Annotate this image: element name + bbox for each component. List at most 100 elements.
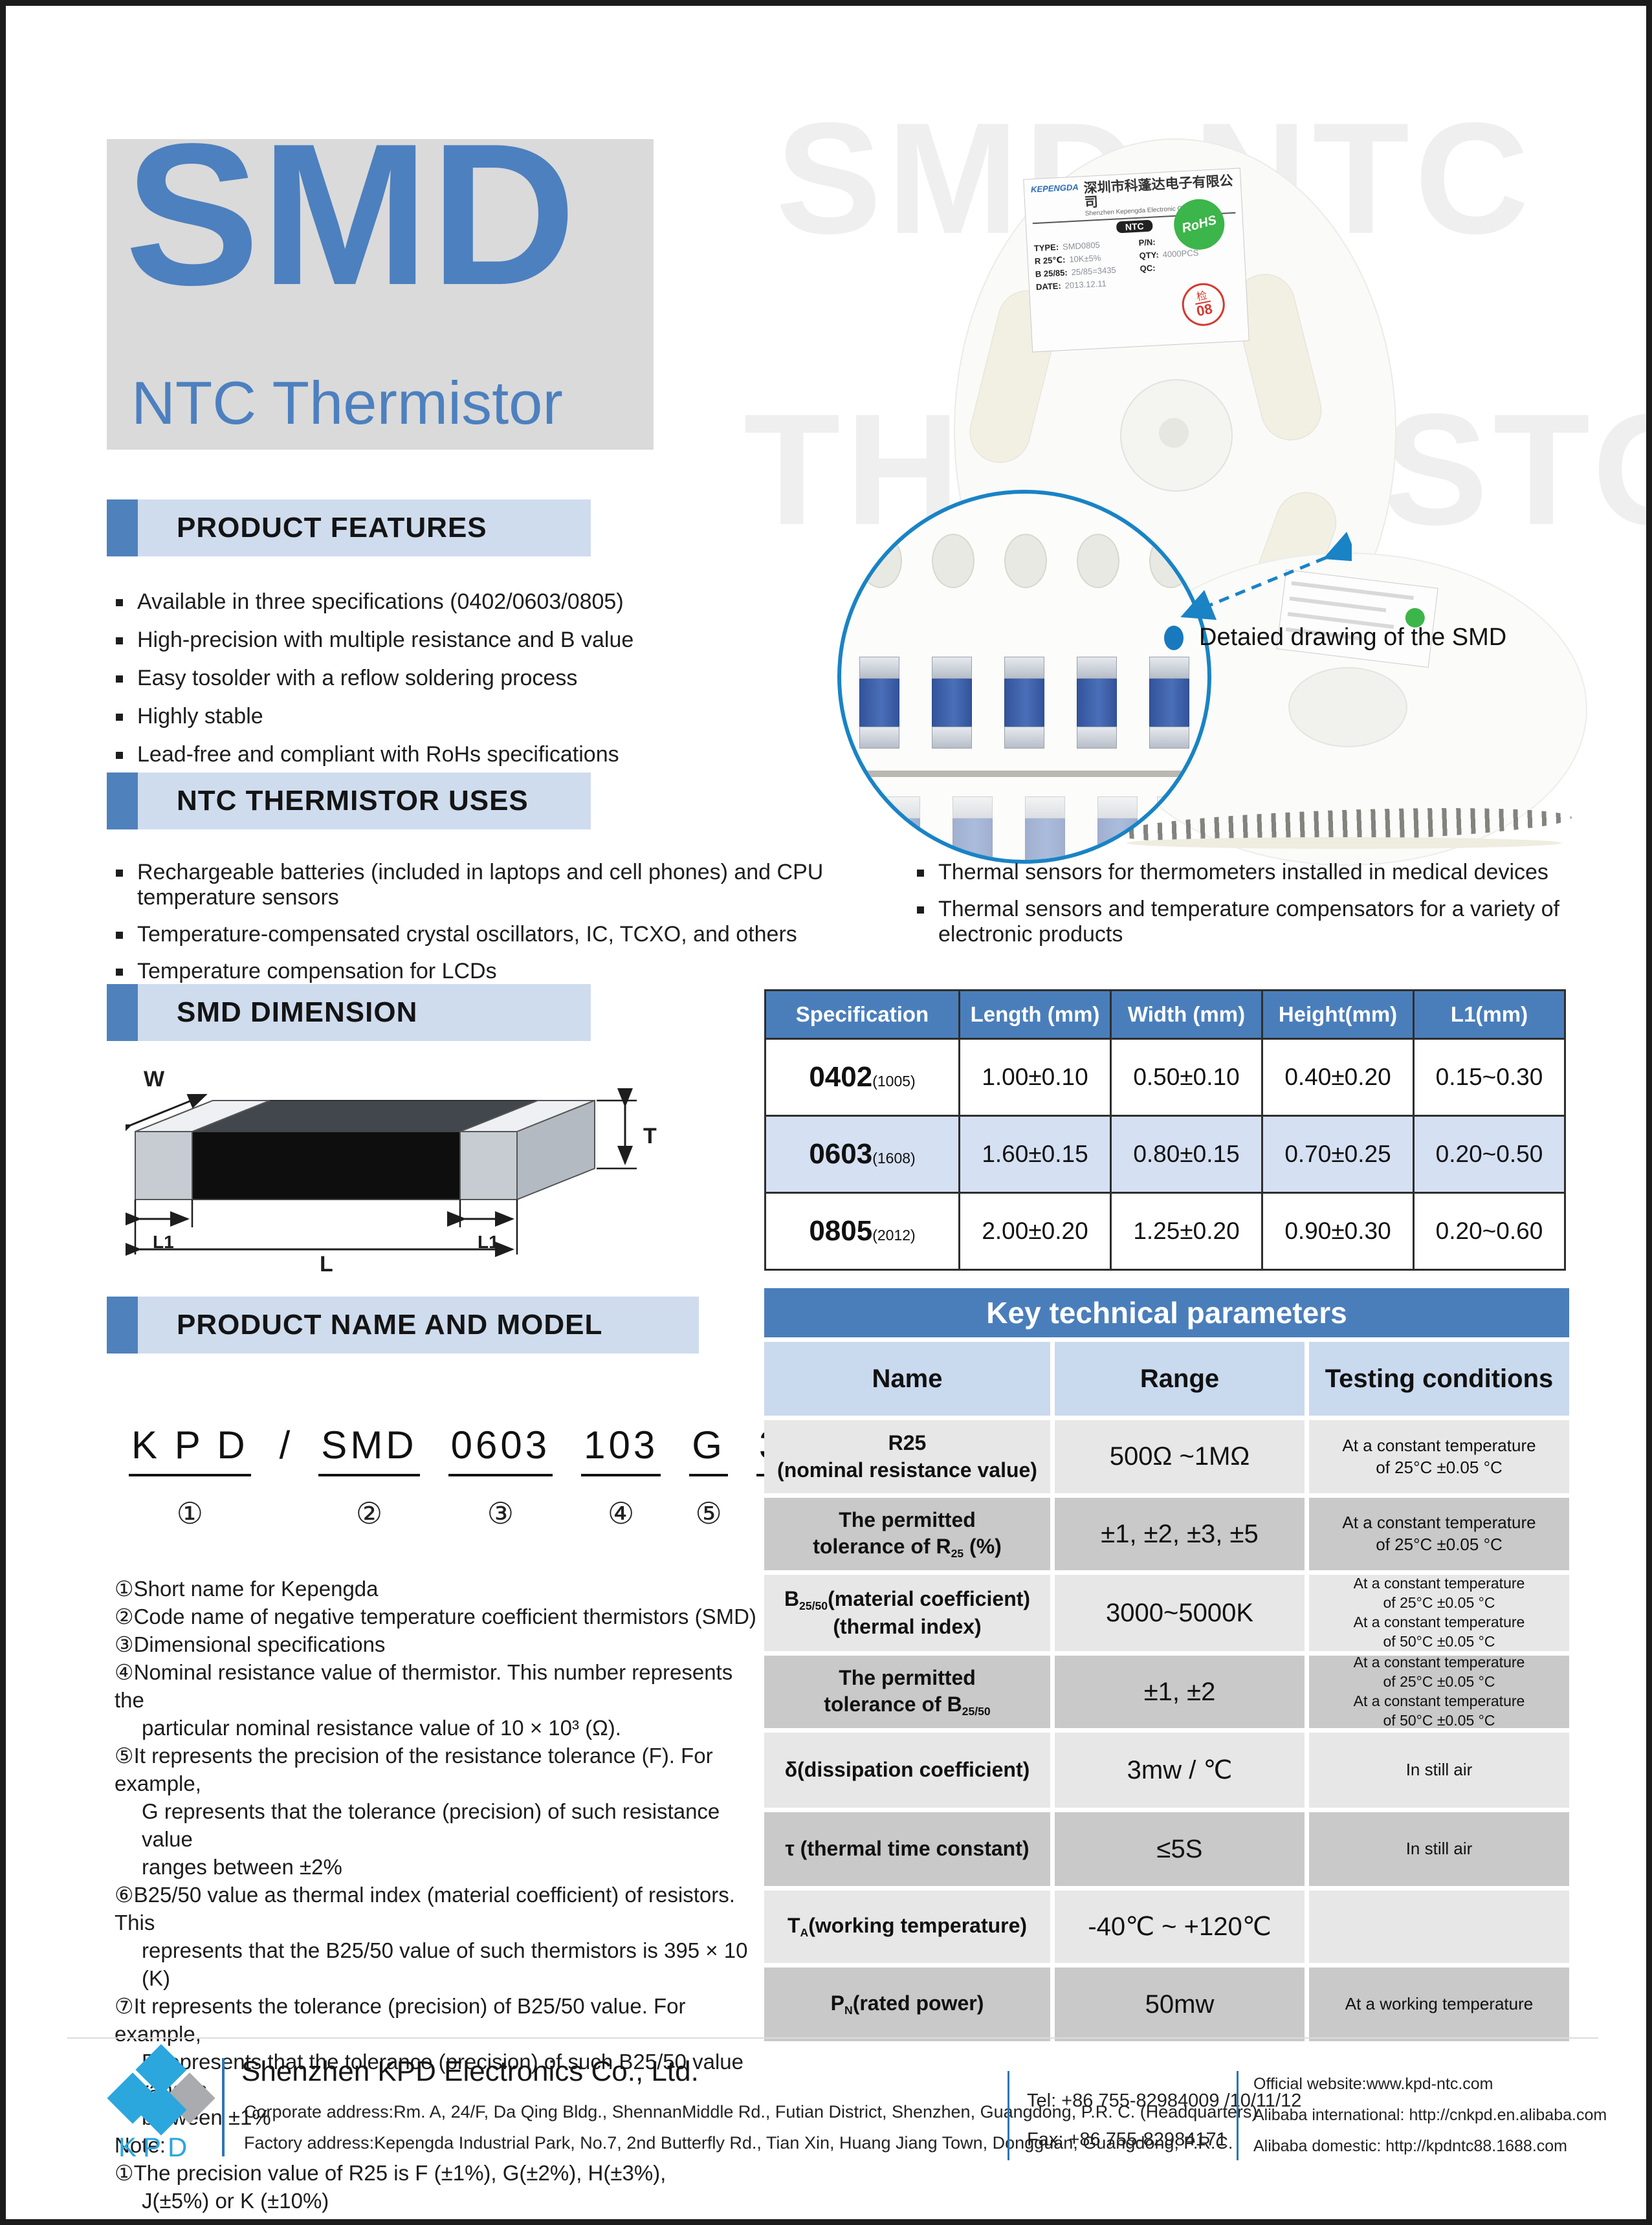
list-item: Lead-free and compliant with RoHs specif…	[116, 742, 957, 767]
sprocket-hole	[932, 534, 975, 588]
param-name: The permitted tolerance of B25/50	[764, 1656, 1050, 1728]
list-item: Thermal sensors for thermometers install…	[917, 860, 1583, 885]
param-name-line: tolerance of R25 (%)	[813, 1533, 1002, 1561]
table-row: 0805(2012) 2.00±0.20 1.25±0.20 0.90±0.30…	[764, 1192, 1566, 1271]
name-pre: tolerance of R	[813, 1535, 951, 1559]
cell-width: 0.50±0.10	[1110, 1038, 1263, 1117]
param-range: 50mw	[1055, 1967, 1305, 2041]
feature-text: Easy tosolder with a reflow soldering pr…	[137, 666, 578, 690]
param-name: TA(working temperature)	[764, 1891, 1050, 1963]
cell-l1: 0.20~0.50	[1413, 1115, 1566, 1194]
dim-label-w: W	[144, 1067, 165, 1091]
label-key: DATE:	[1035, 281, 1062, 292]
param-name-line: TA(working temperature)	[787, 1913, 1027, 1940]
footer-alibaba-intl: Alibaba international: http://cnkpd.en.a…	[1253, 2106, 1607, 2124]
cell-width: 1.25±0.20	[1110, 1192, 1263, 1271]
cell-width: 0.80±0.15	[1110, 1115, 1263, 1194]
spec-metric: (1005)	[872, 1073, 916, 1090]
cell-height: 0.90±0.30	[1261, 1192, 1415, 1271]
name-post: (working temperature)	[808, 1914, 1028, 1938]
param-conditions: In still air	[1309, 1812, 1569, 1886]
bullet-icon	[116, 637, 123, 644]
smd-chip-reflection	[880, 796, 920, 860]
note-line: ⑤It represents the precision of the resi…	[115, 1744, 713, 1795]
model-segment-number: ①	[176, 1496, 203, 1530]
col-header: Specification	[764, 989, 960, 1040]
label-value: 2013.12.11	[1064, 278, 1107, 290]
logo-text: KPD	[118, 2132, 194, 2162]
model-segment-text: 0603	[448, 1423, 553, 1476]
model-segment-text: 103	[581, 1423, 661, 1476]
qc-stamp: 检 08	[1178, 279, 1229, 330]
table-row: 0402(1005) 1.00±0.10 0.50±0.10 0.40±0.20…	[764, 1038, 1566, 1117]
name-sub: N	[844, 2004, 853, 2017]
note-line: ③Dimensional specifications	[115, 1632, 386, 1656]
use-text: Rechargeable batteries (included in lapt…	[137, 860, 824, 910]
page-title: SMD	[125, 102, 578, 327]
bullet-icon	[116, 932, 123, 939]
name-post: (rated power)	[852, 1991, 984, 2015]
reel-hub-front	[1288, 667, 1407, 747]
cell-length: 1.00±0.10	[958, 1038, 1112, 1117]
param-range: 3mw / ℃	[1055, 1733, 1305, 1808]
feature-text: Lead-free and compliant with RoHs specif…	[137, 742, 619, 767]
uses-list-left: Rechargeable batteries (included in lapt…	[116, 860, 902, 996]
reel-hub	[1120, 379, 1233, 492]
smd-chip	[1149, 657, 1189, 749]
section-header-features: PRODUCT FEATURES	[107, 499, 591, 556]
cond-line: At a constant temperature	[1353, 1654, 1525, 1671]
param-conditions: At a constant temperature of 25°C ±0.05 …	[1309, 1654, 1569, 1729]
feature-text: Available in three specifications (0402/…	[137, 589, 624, 614]
bullet-icon	[116, 599, 123, 606]
cond-line: At a constant temperature	[1353, 1693, 1525, 1709]
section-header-uses: NTC THERMISTOR USES	[107, 773, 591, 829]
label-key: QC:	[1140, 263, 1156, 274]
list-item: High-precision with multiple resistance …	[116, 628, 957, 653]
tape-edge	[1127, 837, 1561, 849]
bullet-icon	[116, 675, 123, 683]
param-name-line: (nominal resistance value)	[777, 1458, 1037, 1482]
col-header-range: Range	[1055, 1342, 1305, 1416]
footer-website: Official website:www.kpd-ntc.com	[1253, 2075, 1493, 2093]
param-conditions: In still air	[1309, 1733, 1569, 1808]
footer-fax: Fax: +86 755-82984171	[1027, 2129, 1227, 2150]
spec-code: 0402	[809, 1061, 873, 1093]
bullet-icon	[116, 870, 123, 877]
param-range: 3000~5000K	[1055, 1575, 1305, 1651]
header-accent-square	[107, 499, 138, 556]
note-line: particular nominal resistance value of 1…	[142, 1716, 621, 1740]
list-item: Highly stable	[116, 704, 957, 729]
list-item: Temperature-compensated crystal oscillat…	[116, 922, 902, 947]
param-range: ±1, ±2	[1055, 1656, 1305, 1728]
model-slash: /	[279, 1423, 291, 1467]
bullet-icon	[917, 870, 924, 877]
param-name: PN(rated power)	[764, 1967, 1050, 2041]
model-segment-number: ④	[608, 1496, 635, 1530]
cell-l1: 0.15~0.30	[1413, 1038, 1566, 1117]
section-header-naming: PRODUCT NAME AND MODEL	[107, 1297, 699, 1354]
param-name-line: The permitted	[839, 1665, 976, 1689]
cond-line: At a constant temperature	[1342, 1435, 1536, 1455]
note-line: ①The precision value of R25 is F (±1%), …	[115, 2161, 666, 2185]
cell-height: 0.40±0.20	[1261, 1038, 1415, 1117]
page-subtitle: NTC Thermistor	[131, 369, 563, 437]
feature-text: Highly stable	[137, 704, 263, 729]
param-name: B25/50(material coefficient) (thermal in…	[764, 1575, 1050, 1651]
model-segment: 103 ④	[581, 1423, 661, 1531]
spec-code: 0603	[809, 1138, 873, 1170]
model-segment-number: ③	[487, 1496, 514, 1530]
bullet-icon	[116, 714, 123, 721]
key-params-title: Key technical parameters	[764, 1288, 1569, 1337]
footer-vline	[222, 2058, 225, 2156]
smd-chip-reflection	[953, 796, 993, 860]
param-conditions	[1309, 1891, 1569, 1963]
name-sub: 25/50	[799, 1599, 828, 1612]
note-line: ②Code name of negative temperature coeff…	[115, 1605, 756, 1628]
features-list: Available in three specifications (0402/…	[116, 589, 957, 780]
smd-chip	[859, 657, 899, 749]
footer-company-name: Shenzhen KPD Electronics Co., Ltd.	[241, 2055, 699, 2087]
dim-label-t: T	[643, 1124, 657, 1148]
sprocket-hole	[1077, 534, 1119, 588]
footer-address-2: Factory address:Kepengda Industrial Park…	[244, 2133, 1233, 2153]
